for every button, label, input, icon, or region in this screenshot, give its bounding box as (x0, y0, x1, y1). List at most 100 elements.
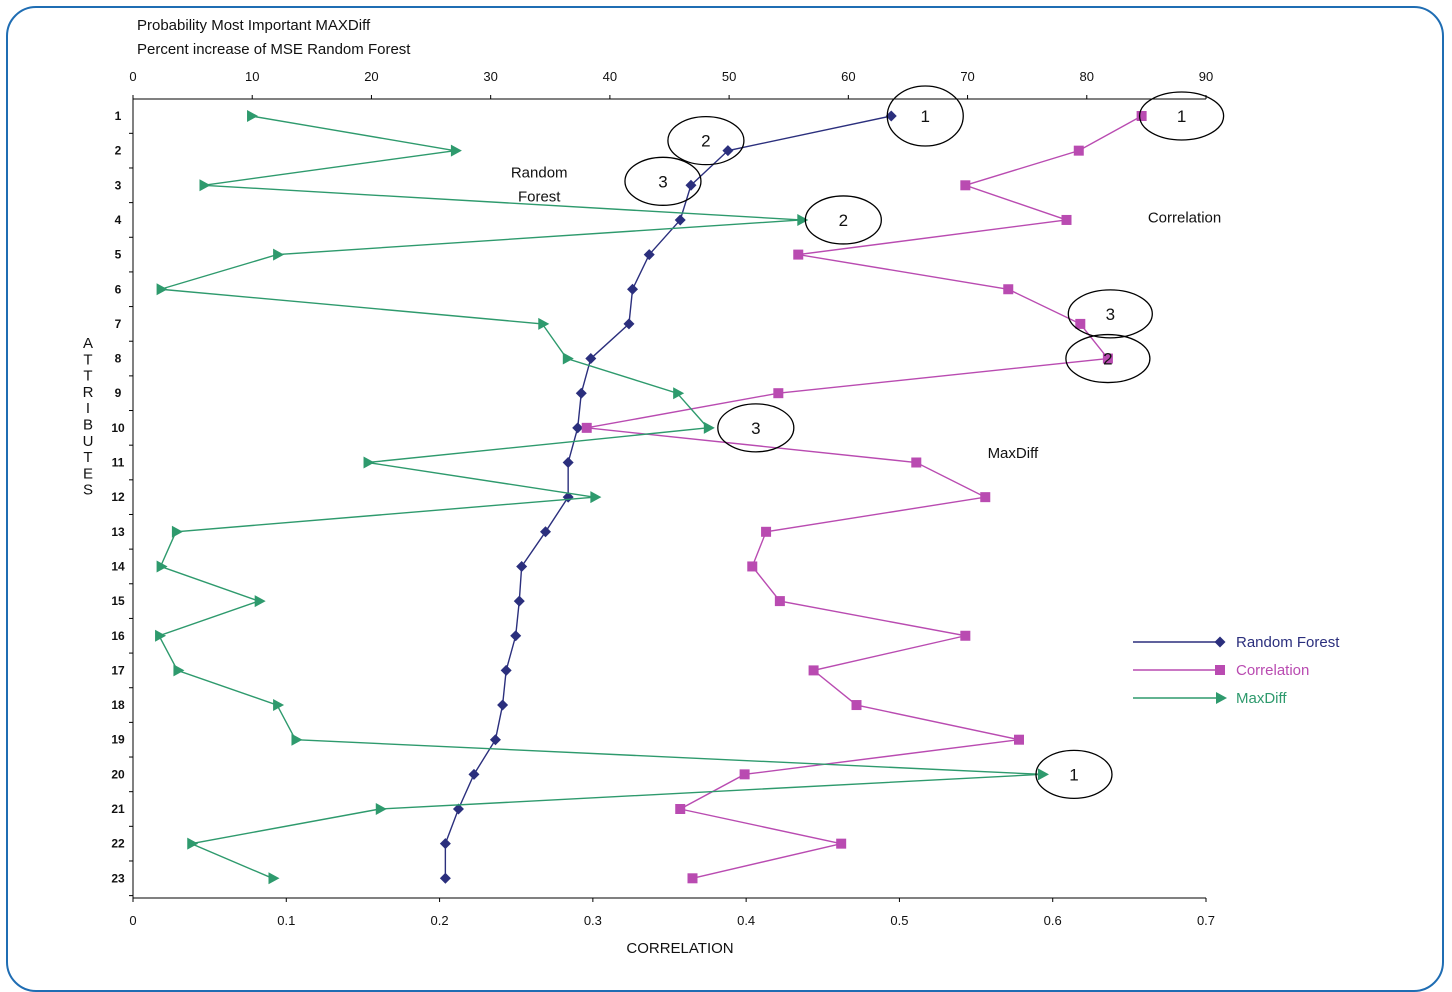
correlation-point (980, 492, 991, 503)
row-label: 22 (111, 837, 125, 851)
maxdiff-point (171, 525, 183, 538)
random-forest-point (585, 353, 597, 365)
rank-circle (624, 156, 702, 206)
rank-circle (886, 85, 964, 147)
bottom-tick-label: 0.6 (1044, 913, 1062, 928)
bottom-tick-label: 0.1 (277, 913, 295, 928)
random-forest-point (489, 734, 501, 746)
top-tick-label: 20 (364, 69, 378, 84)
correlation-point (761, 526, 772, 537)
rank-circle (1065, 333, 1151, 384)
bottom-tick-label: 0.2 (431, 913, 449, 928)
rank-label: 1 (1069, 765, 1078, 784)
x-axis-title: CORRELATION (626, 940, 733, 957)
header-line-2: Percent increase of MSE Random Forest (137, 41, 411, 58)
random-forest-point (513, 595, 525, 607)
legend-label-correlation: Correlation (1236, 662, 1309, 679)
chart-frame (6, 6, 1444, 992)
top-tick-label: 10 (245, 69, 259, 84)
maxdiff-point (590, 491, 602, 504)
correlation-point (836, 838, 847, 849)
top-tick-label: 40 (603, 69, 617, 84)
rank-label: 3 (658, 172, 667, 191)
correlation-point (1136, 111, 1147, 121)
y-axis-title-letter: S (83, 482, 93, 499)
random-forest-point (623, 318, 635, 330)
rank-circle (1035, 749, 1113, 799)
maxdiff-point (268, 872, 280, 885)
maxdiff-point (538, 317, 550, 330)
top-tick-label: 0 (129, 69, 136, 84)
maxdiff-point (562, 352, 574, 365)
maxdiff-point (375, 803, 387, 815)
row-label: 4 (115, 213, 122, 227)
top-tick-label: 90 (1199, 69, 1213, 84)
random-forest-point (452, 803, 464, 815)
row-label: 21 (111, 802, 125, 816)
top-tick-label: 80 (1080, 69, 1094, 84)
y-axis-title-letter: A (83, 335, 93, 352)
bottom-tick-label: 0.3 (584, 913, 602, 928)
random-forest-point (885, 110, 897, 122)
random-forest-point (500, 664, 512, 676)
series-layer (155, 110, 1147, 885)
maxdiff-point (199, 179, 211, 192)
rank-circle (667, 115, 745, 166)
random-forest-point (468, 768, 480, 780)
row-label: 10 (111, 421, 125, 435)
row-label: 11 (112, 456, 125, 470)
row-label: 7 (115, 317, 122, 331)
header-line-1: Probability Most Important MAXDiff (137, 17, 371, 34)
random-forest-point (497, 699, 509, 711)
row-label: 3 (115, 178, 122, 192)
correlation-point (581, 422, 592, 433)
random-forest-point (439, 872, 451, 884)
row-label: 13 (111, 525, 125, 539)
legend-marker-maxdiff (1216, 692, 1227, 704)
legend-label-maxdiff: MaxDiff (1236, 690, 1287, 707)
correlation-point (1102, 353, 1113, 364)
y-axis-title-letter: B (83, 417, 93, 434)
correlation-point (739, 769, 750, 780)
random-forest-point (516, 560, 528, 572)
correlation-point (747, 561, 758, 572)
random-forest-point (575, 387, 587, 399)
annotations-layer: Random Forest Correlation MaxDiff 1 2 3 1 2 3 1 2 3 (511, 85, 1225, 799)
chart-annotation: Correlation (1148, 209, 1221, 226)
chart-annotation: MaxDiff (988, 445, 1039, 462)
row-label: 18 (111, 698, 125, 712)
correlation-point (1013, 734, 1024, 745)
correlation-point (960, 180, 971, 191)
maxdiff-point (703, 421, 715, 434)
maxdiff-point (156, 560, 168, 573)
row-label: 8 (115, 352, 122, 366)
y-axis-title-letter: T (83, 449, 92, 466)
random-forest-point (540, 526, 552, 538)
correlation-line (586, 115, 1142, 879)
rank-circle (804, 195, 882, 245)
correlation-point (773, 388, 784, 399)
bottom-tick-label: 0.5 (890, 913, 908, 928)
rank-label: 2 (1103, 350, 1112, 369)
correlation-point (960, 630, 971, 641)
correlation-point (1003, 284, 1014, 295)
y-axis-title-letter: T (83, 368, 92, 385)
legend-marker-correlation (1215, 665, 1225, 675)
correlation-point (851, 700, 862, 711)
y-axis-title-letter: R (83, 384, 94, 401)
maxdiff-point (1037, 768, 1049, 781)
maxdiff-point (273, 699, 285, 712)
maxdiff-point (156, 283, 168, 296)
maxdiff-point (797, 213, 809, 226)
top-tick-label: 70 (960, 69, 974, 84)
rank-label: 1 (921, 107, 930, 126)
chart-annotation: Forest (518, 189, 561, 206)
rank-label: 3 (751, 419, 760, 438)
random-forest-point (627, 283, 639, 295)
correlation-point (774, 596, 785, 607)
row-label: 14 (111, 559, 125, 573)
row-label: 23 (111, 871, 125, 885)
correlation-point (1061, 214, 1072, 225)
row-label: 12 (111, 490, 125, 504)
bottom-tick-label: 0.4 (737, 913, 755, 928)
